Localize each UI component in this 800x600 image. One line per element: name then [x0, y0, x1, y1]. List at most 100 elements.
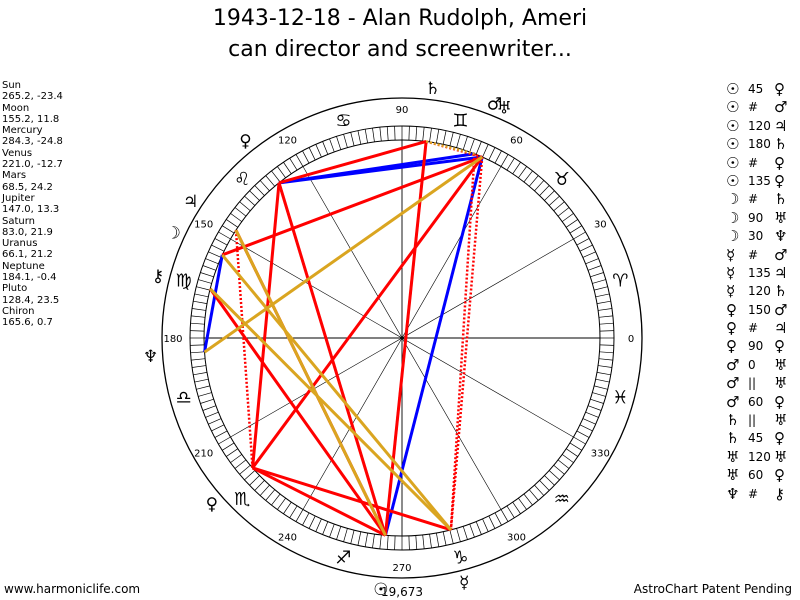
degree-tick: [482, 518, 489, 532]
degree-tick: [512, 501, 521, 514]
planet-name: Moon: [2, 102, 30, 114]
planet-glyph: ☽: [166, 223, 181, 243]
aspect-type: 45: [748, 431, 764, 446]
degree-tick: [315, 144, 322, 158]
degree-tick: [596, 300, 611, 304]
degree-tick: [234, 459, 247, 469]
degree-tick: [200, 272, 214, 278]
footer-website[interactable]: www.harmoniclife.com: [4, 582, 141, 596]
aspect-row: ♀ 150 ♂: [726, 301, 798, 319]
aspect-line: [234, 229, 387, 536]
aspect-planet-1: ☽: [726, 208, 740, 227]
planet-name: Chiron: [2, 305, 35, 317]
planet-coords: 184.1, -0.4: [2, 272, 57, 284]
degree-tick: [561, 213, 574, 222]
degree-tick: [482, 144, 489, 158]
aspect-line: [208, 287, 387, 537]
planet-name: Saturn: [2, 215, 36, 227]
degree-tick: [218, 436, 231, 445]
planet-name: Pluto: [2, 283, 28, 295]
degree-tick: [357, 531, 362, 546]
degree-tick: [315, 518, 322, 532]
degree-tick: [226, 219, 239, 228]
zodiac-sign-glyph: ♊: [452, 111, 468, 132]
aspect-row: ☉ 120 ♃: [726, 117, 798, 135]
aspect-type: #: [748, 247, 759, 262]
aspect-type: ||: [748, 376, 757, 391]
degree-tick: [518, 497, 527, 510]
degree-tick: [449, 530, 454, 544]
chart-title-line2: can director and screenwriter...: [228, 37, 572, 62]
degree-tick: [587, 405, 602, 411]
degree-tick: [415, 535, 418, 550]
aspect-line: [221, 155, 483, 257]
chart-title: 1943-12-18 - Alan Rudolph, Ameri can dir…: [0, 3, 800, 65]
degree-tick: [598, 365, 612, 368]
aspect-planet-1: ☉: [726, 153, 740, 172]
aspect-planet-1: ☉: [726, 98, 740, 117]
degree-tick: [599, 322, 614, 325]
degree-tick: [357, 130, 362, 145]
degree-tick: [211, 244, 225, 252]
aspect-row: ♆ # ⚷: [726, 485, 798, 503]
degree-tick: [244, 470, 256, 481]
degree-tick: [557, 459, 570, 469]
aspect-line: [251, 182, 281, 469]
planet-glyph: ♆: [143, 347, 158, 367]
aspect-type: 120: [748, 118, 771, 133]
degree-tick: [289, 158, 298, 171]
aspect-type: 135: [748, 265, 771, 280]
degree-tick: [193, 300, 208, 304]
degree-tick: [590, 272, 604, 278]
degree-tick: [336, 526, 342, 540]
aspect-planet-2: ♀: [774, 429, 785, 448]
aspect-planet-1: ♂: [726, 355, 740, 374]
zodiac-sign-glyph: ♉: [554, 169, 570, 190]
degree-tick: [322, 141, 329, 155]
aspect-type: 150: [748, 302, 771, 317]
degree-tick: [226, 448, 239, 457]
degree-tick: [198, 392, 212, 397]
aspect-planet-2: ♅: [774, 374, 788, 393]
degree-tick: [569, 225, 582, 234]
degree-tick: [523, 493, 533, 506]
degree-tick: [596, 372, 611, 376]
degree-tick: [557, 207, 570, 217]
aspect-line: [203, 254, 224, 353]
degree-tick: [205, 258, 219, 265]
aspect-planet-1: ♂: [726, 374, 740, 393]
aspect-planet-2: ⚷: [774, 484, 785, 503]
degree-tick: [343, 134, 348, 148]
aspect-row: ♀ 90 ♀: [726, 337, 798, 355]
degree-tick: [529, 175, 539, 187]
aspect-planet-1: ♂: [726, 392, 740, 411]
degree-tick: [422, 534, 425, 549]
aspect-row: ☉ # ♂: [726, 98, 798, 116]
degree-tick: [329, 523, 335, 538]
zodiac-sign-glyph: ♐: [335, 547, 351, 568]
degree-tick: [573, 436, 586, 445]
degree-tick: [200, 398, 214, 404]
aspect-row: ♅ 60 ♀: [726, 466, 798, 484]
degree-tick: [512, 162, 521, 175]
aspect-planet-1: ☉: [726, 80, 740, 98]
aspect-planet-1: ♅: [726, 447, 740, 466]
degree-label: 270: [392, 563, 411, 574]
aspect-line: [449, 153, 476, 530]
degree-tick: [561, 454, 574, 463]
planet-glyph: ♅: [496, 99, 511, 119]
aspect-planet-1: ♄: [726, 429, 740, 448]
degree-tick: [500, 509, 509, 522]
aspect-row: ☿ # ♂: [726, 246, 798, 264]
aspect-planet-1: ☉: [726, 135, 740, 154]
aspect-type: 60: [748, 394, 764, 409]
degree-tick: [239, 465, 251, 475]
degree-tick: [191, 358, 206, 361]
bottom-readout: 19,673: [381, 585, 423, 599]
aspect-planet-1: ♅: [726, 466, 740, 485]
aspect-planet-1: ☿: [726, 263, 736, 282]
aspect-type: 120: [748, 449, 771, 464]
zodiac-signs: ♈ ♉ ♊ ♋ ♌ ♍ ♎ ♏ ♐ ♑ ♒ ♓: [176, 111, 629, 569]
planet-coords: 128.4, 23.5: [2, 294, 60, 306]
degree-tick: [582, 418, 596, 425]
